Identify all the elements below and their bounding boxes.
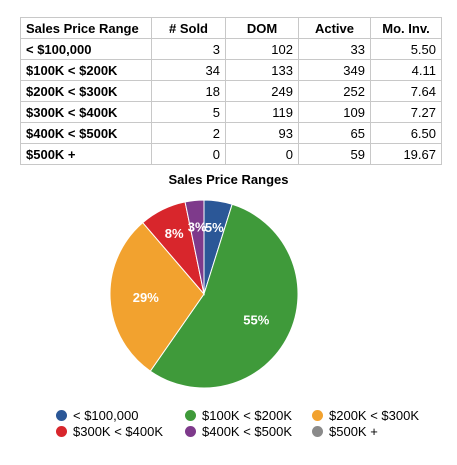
legend-swatch bbox=[56, 410, 67, 421]
chart-title: Sales Price Ranges bbox=[168, 172, 289, 187]
column-header: Sales Price Range bbox=[20, 17, 152, 39]
legend-item: $100K < $200K bbox=[185, 408, 292, 423]
sales-table: Sales Price Range # Sold DOM Active Mo. … bbox=[20, 17, 442, 165]
table-cell: 6.50 bbox=[370, 122, 442, 144]
pie-slice bbox=[109, 221, 205, 372]
pie-slice-label: 55% bbox=[243, 313, 269, 328]
legend-swatch bbox=[312, 426, 323, 437]
pie-slice-label: 5% bbox=[205, 220, 224, 235]
pie-slice bbox=[184, 199, 205, 295]
column-header: Mo. Inv. bbox=[370, 17, 442, 39]
table-cell: $500K + bbox=[20, 143, 152, 165]
legend-item: $400K < $500K bbox=[185, 424, 292, 439]
table-cell: $100K < $200K bbox=[20, 59, 152, 81]
legend-label: $100K < $200K bbox=[202, 408, 292, 423]
legend-item: $200K < $300K bbox=[312, 408, 419, 423]
table-row: $500K + 0 0 59 19.67 bbox=[20, 143, 442, 165]
table-cell: $200K < $300K bbox=[20, 80, 152, 102]
table-cell: $300K < $400K bbox=[20, 101, 152, 123]
legend-item: < $100,000 bbox=[56, 408, 138, 423]
pie-slice-label: 29% bbox=[133, 290, 159, 305]
pie-slice-label: 3% bbox=[188, 220, 207, 235]
legend-swatch bbox=[56, 426, 67, 437]
pie-slice bbox=[149, 203, 299, 389]
table-header-row: Sales Price Range # Sold DOM Active Mo. … bbox=[20, 17, 442, 39]
legend-label: $500K + bbox=[329, 424, 378, 439]
table-cell: 18 bbox=[151, 80, 226, 102]
legend-label: $400K < $500K bbox=[202, 424, 292, 439]
legend-item: $500K + bbox=[312, 424, 378, 439]
table-cell: 19.67 bbox=[370, 143, 442, 165]
table-cell: 249 bbox=[225, 80, 299, 102]
legend-swatch bbox=[185, 426, 196, 437]
table-cell: 0 bbox=[225, 143, 299, 165]
table-cell: 5.50 bbox=[370, 38, 442, 60]
legend-label: $200K < $300K bbox=[329, 408, 419, 423]
pie-slice-label: 8% bbox=[165, 226, 184, 241]
table-cell: $400K < $500K bbox=[20, 122, 152, 144]
legend-swatch bbox=[312, 410, 323, 421]
table-cell: 7.27 bbox=[370, 101, 442, 123]
legend-item: $300K < $400K bbox=[56, 424, 163, 439]
table-cell: 109 bbox=[298, 101, 371, 123]
legend-label: $300K < $400K bbox=[73, 424, 163, 439]
legend-label: < $100,000 bbox=[73, 408, 139, 423]
legend-swatch bbox=[185, 410, 196, 421]
table-row: $300K < $400K 5 119 109 7.27 bbox=[20, 101, 442, 123]
